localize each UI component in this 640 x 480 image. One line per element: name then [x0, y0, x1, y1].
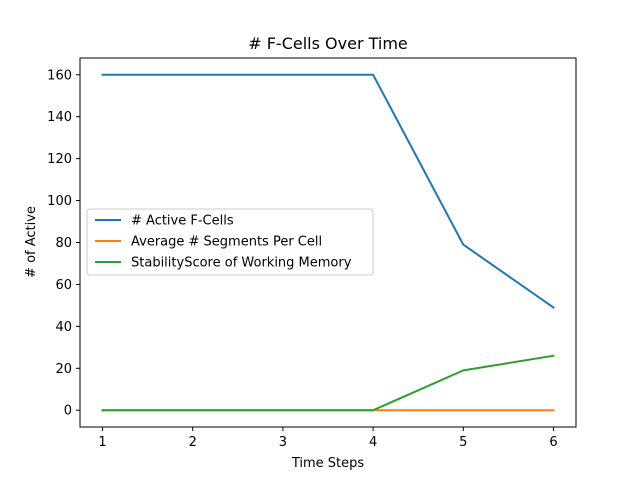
x-tick-label: 5 — [459, 435, 467, 450]
series-line-1 — [101, 73, 555, 309]
y-tick-label: 20 — [55, 362, 72, 377]
legend-box — [86, 208, 374, 276]
y-tick-label: 60 — [55, 278, 72, 293]
y-tick-label: 160 — [47, 68, 72, 83]
legend-label-2: Average # Segments Per Cell — [131, 235, 322, 250]
y-tick-label: 40 — [55, 320, 72, 335]
y-tick-label: 80 — [55, 236, 72, 251]
y-axis: 0 20 40 60 80 100 120 140 160 — [47, 68, 80, 419]
x-axis: 1 2 3 4 5 6 — [98, 427, 558, 450]
x-tick-label: 3 — [279, 435, 287, 450]
x-tick-label: 6 — [549, 435, 557, 450]
y-tick-label: 120 — [47, 152, 72, 167]
y-tick-label: 140 — [47, 110, 72, 125]
y-tick-label: 100 — [47, 194, 72, 209]
legend: # Active F-Cells Average # Segments Per C… — [86, 208, 374, 276]
x-tick-label: 2 — [189, 435, 197, 450]
plot-area — [101, 73, 555, 412]
x-tick-label: 4 — [369, 435, 377, 450]
x-tick-label: 1 — [98, 435, 106, 450]
legend-label-3: StabilityScore of Working Memory — [131, 256, 352, 271]
chart-title: # F-Cells Over Time — [248, 34, 408, 53]
y-axis-label: # of Active — [24, 206, 39, 278]
series-line-3 — [101, 354, 555, 412]
x-axis-label: Time Steps — [291, 456, 365, 471]
y-tick-label: 0 — [64, 404, 72, 419]
legend-label-1: # Active F-Cells — [131, 214, 234, 229]
